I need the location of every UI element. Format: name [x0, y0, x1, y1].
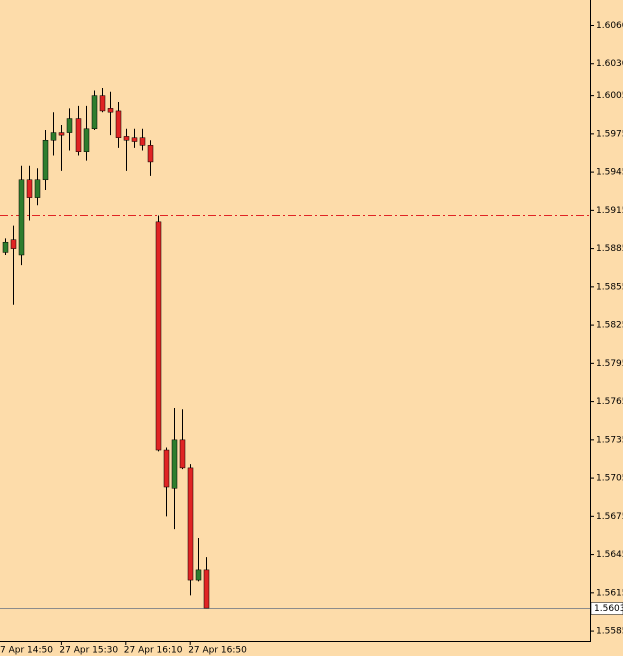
- candle-body: [179, 439, 186, 469]
- y-tick-label: 1.6030: [596, 59, 623, 69]
- last-price-label: 1.5603: [594, 604, 623, 614]
- candle-body: [203, 569, 210, 609]
- candle-body: [83, 128, 90, 152]
- candle-body: [123, 136, 130, 141]
- candle-body: [2, 241, 9, 253]
- candle-body: [155, 221, 162, 451]
- y-tick-label: 1.5885: [596, 244, 623, 254]
- y-tick-label: 1.5675: [596, 512, 623, 522]
- candle-body: [99, 95, 106, 112]
- candle-body: [10, 239, 17, 249]
- candle-body: [147, 145, 154, 163]
- y-tick-label: 1.5975: [596, 129, 623, 139]
- y-tick-label: 1.5705: [596, 474, 623, 484]
- candle-body: [66, 118, 73, 133]
- y-tick-label: 1.5915: [596, 206, 623, 216]
- candle-body: [42, 139, 49, 181]
- y-tick-label: 1.5615: [596, 588, 623, 598]
- y-tick-label: 1.5645: [596, 550, 623, 560]
- y-tick-label: 1.5795: [596, 359, 623, 369]
- candle-body: [163, 449, 170, 488]
- candle-body: [58, 132, 65, 136]
- y-tick-label: 1.5825: [596, 321, 623, 331]
- candle-body: [107, 108, 114, 113]
- x-tick-label: 7 Apr 14:50: [0, 646, 53, 656]
- candle-body: [187, 467, 194, 581]
- candle-body: [18, 179, 25, 256]
- x-tick-label: 27 Apr 16:50: [188, 646, 247, 656]
- y-tick-label: 1.5765: [596, 397, 623, 407]
- y-tick-label: 1.5855: [596, 282, 623, 292]
- candle-body: [26, 179, 33, 198]
- candle-body: [195, 569, 202, 581]
- y-tick-label: 1.5735: [596, 435, 623, 445]
- candle-body: [91, 95, 98, 130]
- candle-body: [131, 137, 138, 142]
- candle-body: [139, 137, 146, 146]
- x-tick-label: 27 Apr 16:10: [124, 646, 183, 656]
- x-tick-label: 27 Apr 15:30: [59, 646, 118, 656]
- last-price-box: [590, 602, 623, 615]
- candle-body: [50, 132, 57, 141]
- y-tick-label: 1.6005: [596, 91, 623, 101]
- candle-body: [171, 439, 178, 489]
- y-tick-label: 1.6060: [596, 21, 623, 31]
- candle-body: [115, 110, 122, 138]
- candle-body: [34, 179, 41, 198]
- y-tick-label: 1.5945: [596, 168, 623, 178]
- y-tick-label: 1.5585: [596, 627, 623, 637]
- candle-body: [75, 118, 82, 152]
